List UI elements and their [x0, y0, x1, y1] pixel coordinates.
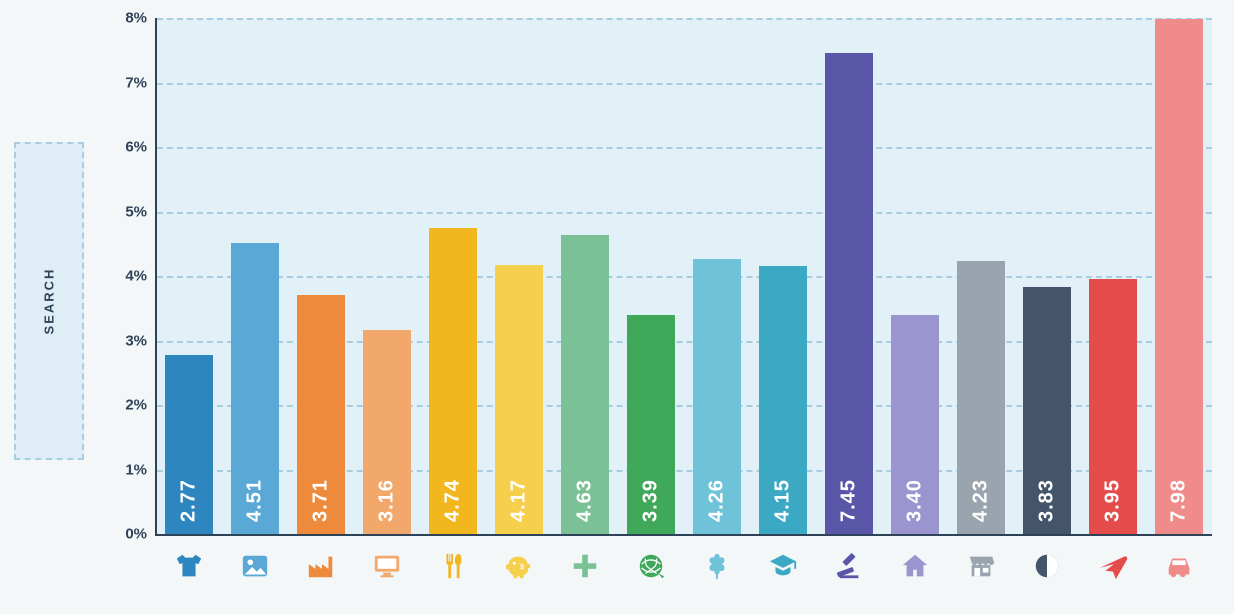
side-tab-search: SEARCH: [14, 142, 84, 460]
y-tick-label: 8%: [97, 10, 147, 27]
bar: 3.83: [1023, 287, 1071, 534]
bar: 3.71: [297, 295, 345, 534]
bar: 4.17: [495, 265, 543, 534]
bar-value-label: 3.71: [310, 479, 333, 522]
y-tick-label: 5%: [97, 203, 147, 220]
bar: 4.74: [429, 228, 477, 534]
bar-value-label: 7.45: [838, 479, 861, 522]
bar: 7.98: [1155, 19, 1203, 534]
ball-icon: [1031, 550, 1063, 582]
bar-chart: 0%1%2%3%4%5%6%7%8%2.774.513.713.164.744.…: [155, 18, 1212, 536]
side-tab-label: SEARCH: [42, 268, 57, 335]
bar: 4.63: [561, 235, 609, 534]
bar: 4.23: [957, 261, 1005, 534]
gradcap-icon: [767, 550, 799, 582]
bar-value-label: 4.26: [706, 479, 729, 522]
bar-value-label: 4.63: [574, 479, 597, 522]
y-tick-label: 7%: [97, 74, 147, 91]
gridline: [157, 212, 1212, 214]
y-tick-label: 0%: [97, 526, 147, 543]
bar-value-label: 3.40: [904, 479, 927, 522]
flower-icon: [701, 550, 733, 582]
bar-value-label: 3.16: [376, 479, 399, 522]
plot-area: 0%1%2%3%4%5%6%7%8%2.774.513.713.164.744.…: [157, 18, 1212, 534]
gridline: [157, 83, 1212, 85]
bar: 3.16: [363, 330, 411, 534]
y-tick-label: 2%: [97, 397, 147, 414]
gavel-icon: [833, 550, 865, 582]
y-tick-label: 3%: [97, 332, 147, 349]
bar-value-label: 4.51: [244, 479, 267, 522]
image-icon: [239, 550, 271, 582]
monitor-icon: [371, 550, 403, 582]
car-icon: [1163, 550, 1195, 582]
category-icons-row: $: [157, 546, 1212, 596]
bar-value-label: 4.15: [772, 479, 795, 522]
y-tick-label: 1%: [97, 461, 147, 478]
plane-icon: [1097, 550, 1129, 582]
bar: 3.95: [1089, 279, 1137, 534]
bar-value-label: 7.98: [1168, 479, 1191, 522]
bar-value-label: 3.39: [640, 479, 663, 522]
food-icon: [437, 550, 469, 582]
bar-value-label: 4.17: [508, 479, 531, 522]
bar: 3.40: [891, 315, 939, 534]
bar-value-label: 4.23: [970, 479, 993, 522]
house-icon: [899, 550, 931, 582]
tshirt-icon: [173, 550, 205, 582]
bar: 4.15: [759, 266, 807, 534]
bar: 4.26: [693, 259, 741, 534]
y-tick-label: 4%: [97, 268, 147, 285]
gridline: [157, 147, 1212, 149]
bar: 2.77: [165, 355, 213, 534]
bar-value-label: 2.77: [178, 479, 201, 522]
bar: 7.45: [825, 53, 873, 534]
factory-icon: [305, 550, 337, 582]
bar: 4.51: [231, 243, 279, 534]
bar-value-label: 4.74: [442, 479, 465, 522]
piggybank-icon: $: [503, 550, 535, 582]
gridline: [157, 18, 1212, 20]
bar: 3.39: [627, 315, 675, 534]
plus-icon: [569, 550, 601, 582]
yarn-icon: [635, 550, 667, 582]
bar-value-label: 3.83: [1036, 479, 1059, 522]
gridline: [157, 276, 1212, 278]
y-tick-label: 6%: [97, 139, 147, 156]
bar-value-label: 3.95: [1102, 479, 1125, 522]
shop-icon: [965, 550, 997, 582]
